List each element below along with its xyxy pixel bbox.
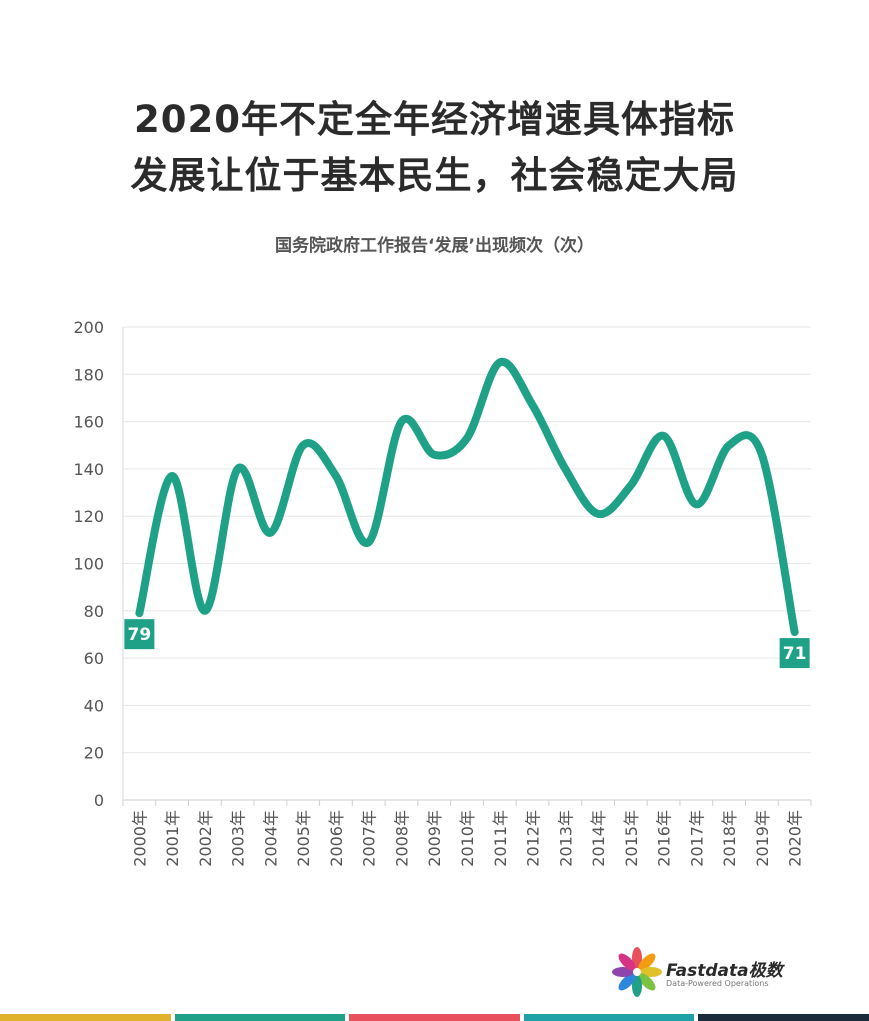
x-tick-label: 2002年 — [196, 810, 215, 867]
y-tick-label: 140 — [73, 460, 104, 479]
data-label-box — [124, 619, 155, 650]
chart-title: 2020年不定全年经济增速具体指标 发展让位于基本民生，社会稳定大局 — [0, 92, 869, 204]
data-label: 79 — [128, 625, 152, 645]
x-tick-label: 2016年 — [655, 810, 674, 867]
flower-logo-icon — [612, 947, 662, 997]
y-tick-label: 60 — [84, 649, 104, 668]
x-tick-label: 2017年 — [687, 810, 706, 867]
x-tick-label: 2010年 — [458, 810, 477, 867]
logo-tagline: Data-Powered Operations — [666, 979, 769, 988]
y-tick-label: 120 — [73, 507, 104, 526]
x-tick-label: 2011年 — [491, 810, 510, 867]
title-line-1: 2020年不定全年经济增速具体指标 — [134, 98, 735, 141]
x-tick-label: 2018年 — [720, 810, 739, 867]
bottom-color-bar — [0, 1014, 869, 1021]
y-tick-label: 80 — [84, 602, 104, 621]
x-tick-label: 2000年 — [130, 810, 149, 867]
x-tick-label: 2019年 — [753, 810, 772, 867]
series-line — [135, 357, 799, 637]
chart-subtitle: 国务院政府工作报告‘发展’出现频次（次） — [275, 236, 594, 256]
x-tick-label: 2004年 — [261, 810, 280, 867]
y-axis-ticks: 0 20 40 60 80 100 120 140 160 180 200 — [73, 318, 104, 810]
color-bar-segment — [698, 1014, 869, 1021]
x-tick-label: 2007年 — [360, 810, 379, 867]
color-bar-segment — [523, 1014, 695, 1021]
x-tick-label: 2005年 — [294, 810, 313, 867]
x-tick-label: 2003年 — [229, 810, 248, 867]
data-labels-layer: 79 71 — [124, 619, 810, 669]
x-tick-label: 2009年 — [425, 810, 444, 867]
color-bar-segment — [349, 1014, 520, 1021]
series-layer — [135, 357, 799, 637]
data-label-box — [779, 638, 810, 669]
title-line-2: 发展让位于基本民生，社会稳定大局 — [130, 154, 739, 197]
y-tick-label: 0 — [94, 791, 104, 810]
x-tick-label: 2014年 — [589, 810, 608, 867]
y-tick-label: 40 — [84, 696, 104, 715]
y-tick-label: 100 — [73, 555, 104, 574]
fastdata-logo: Fastdata极数 Data-Powered Operations — [612, 944, 802, 1000]
data-label: 71 — [783, 644, 807, 664]
x-tick-label: 2020年 — [786, 810, 805, 867]
color-bar-segment — [174, 1014, 346, 1021]
x-axis: 2000年 2001年 2002年 2003年 2004年 2005年 2006年 2007年… — [122, 800, 812, 867]
x-tick-label: 2006年 — [327, 810, 346, 867]
x-tick-label: 2008年 — [392, 810, 411, 867]
x-tick-label: 2001年 — [163, 810, 182, 867]
y-tick-label: 160 — [73, 413, 104, 432]
y-tick-label: 20 — [84, 744, 104, 763]
color-bar-segment — [0, 1014, 171, 1021]
x-tick-label: 2013年 — [556, 810, 575, 867]
y-tick-label: 180 — [73, 365, 104, 384]
x-tick-label: 2012年 — [524, 810, 543, 867]
grid-lines — [122, 326, 811, 801]
x-tick-label: 2015年 — [622, 810, 641, 867]
y-tick-label: 200 — [73, 318, 104, 337]
logo-name: Fastdata极数 — [666, 961, 783, 981]
